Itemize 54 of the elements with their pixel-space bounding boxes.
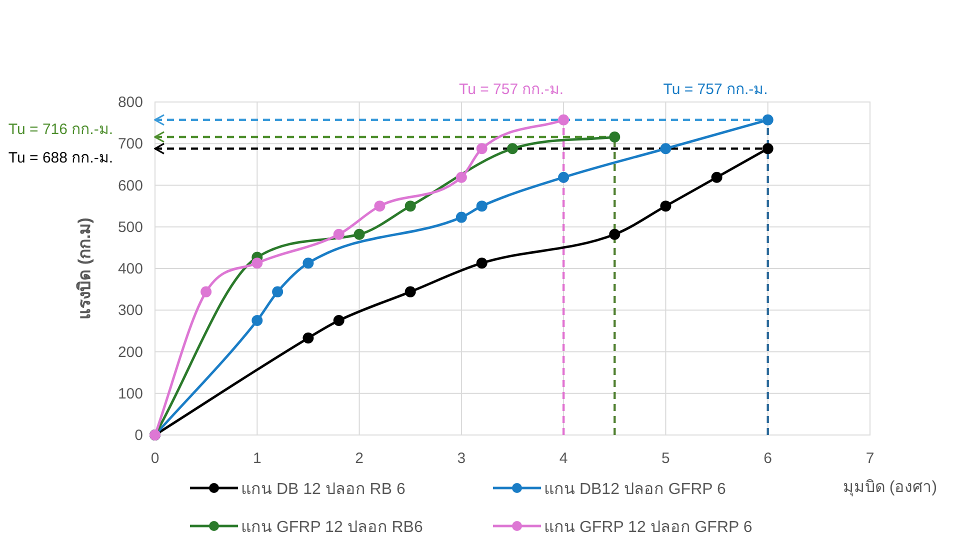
point (762, 114, 774, 126)
point (476, 200, 488, 212)
x-tick-label: 1 (252, 450, 262, 467)
x-tick-label: 7 (866, 450, 874, 467)
point (302, 332, 314, 344)
ref-line-label: Tu = 688 กก.-ม. (8, 150, 113, 167)
x-tick-label: 3 (457, 450, 466, 467)
point (333, 315, 344, 326)
point (354, 228, 365, 240)
point (333, 228, 344, 240)
point (200, 286, 212, 298)
y-tick-label: 400 (118, 260, 143, 278)
point (711, 172, 722, 183)
point (660, 200, 672, 212)
y-tick-label: 700 (118, 136, 143, 153)
y-tick-label: 100 (118, 385, 143, 402)
legend-label: แกน DB 12 ปลอก RB 6 (241, 481, 406, 498)
point (609, 228, 620, 240)
y-tick-label: 0 (134, 427, 143, 444)
point (476, 143, 488, 154)
point (272, 286, 284, 298)
x-axis-title: มุมบิด (องศา) (842, 479, 938, 497)
x-tick-label: 4 (559, 450, 568, 467)
point (252, 258, 263, 269)
y-tick-label: 300 (118, 302, 143, 320)
point (476, 258, 488, 269)
point (404, 200, 416, 212)
point (507, 143, 518, 154)
y-tick-label: 800 (118, 94, 143, 111)
point (404, 286, 416, 298)
point (456, 172, 467, 183)
x-tick-label: 2 (355, 450, 364, 467)
legend-label: แกน DB12 ปลอก GFRP 6 (544, 481, 726, 498)
point (252, 315, 263, 326)
point (456, 212, 467, 223)
x-tick-label: 0 (150, 450, 160, 467)
point (558, 114, 570, 126)
annotation: Tu = 757 กก.-ม. (458, 81, 564, 98)
x-tick-label: 6 (764, 450, 772, 467)
legend-label: แกน GFRP 12 ปลอก RB6 (241, 519, 423, 536)
y-tick-label: 500 (118, 218, 143, 236)
point (609, 131, 620, 142)
y-axis-title: แรงบิด (กก.ม) (75, 218, 94, 320)
point (762, 143, 774, 154)
point (302, 258, 314, 269)
point (660, 143, 672, 154)
y-tick-label: 600 (118, 177, 143, 194)
point (374, 200, 386, 212)
ref-line-label: Tu = 716 กก.-ม. (8, 120, 113, 138)
x-tick-label: 5 (662, 450, 670, 467)
annotation: Tu = 757 กก.-ม. (663, 81, 768, 98)
point (558, 172, 570, 183)
y-tick-label: 200 (118, 344, 143, 361)
legend-label: แกน GFRP 12 ปลอก GFRP 6 (544, 519, 752, 536)
